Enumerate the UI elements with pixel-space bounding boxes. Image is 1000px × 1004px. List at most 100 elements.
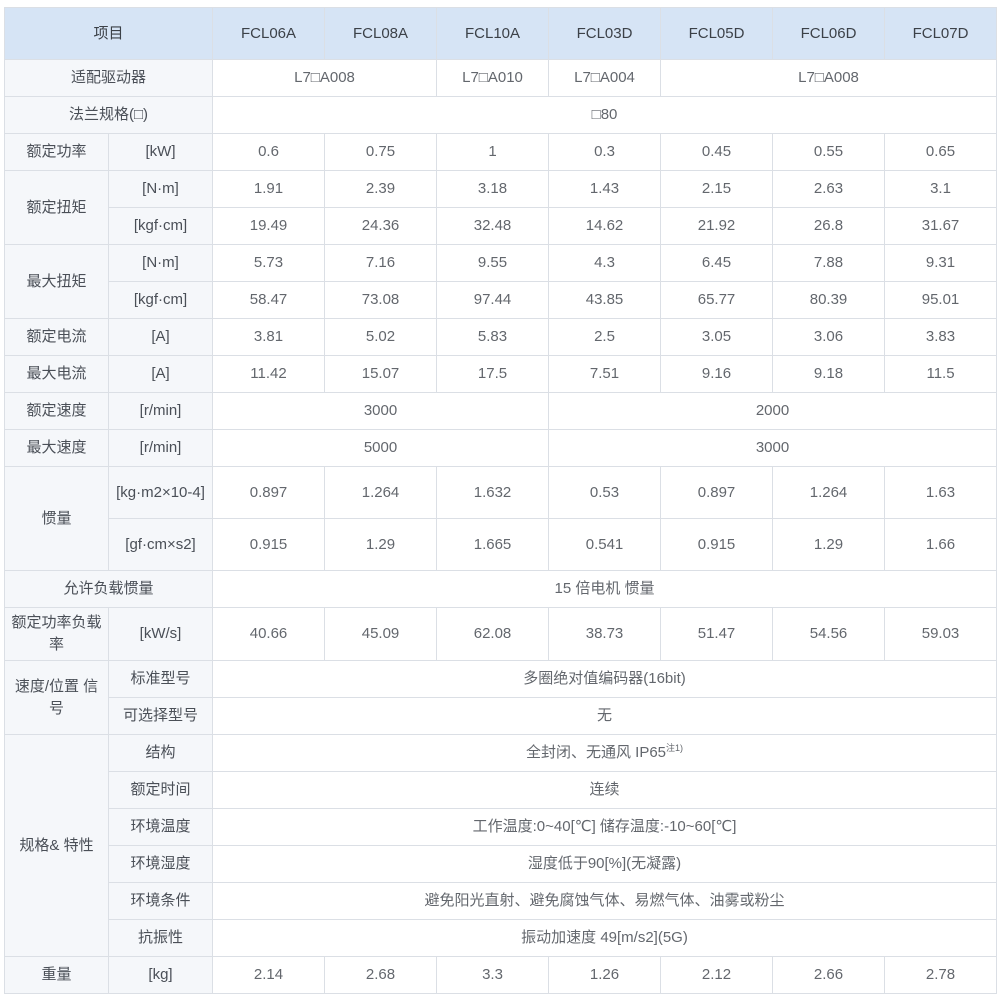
value-cell: 0.897 [212,466,326,519]
row-label: 惯量 [4,466,109,571]
value-cell: 11.42 [212,355,326,393]
spec-table-container: 项目 FCL06A FCL08A FCL10A FCL03D FCL05D FCL06D FC… [3,7,998,994]
value-cell: 连续 [212,771,998,809]
table-row: 适配驱动器 L7□A008 L7□A010 L7□A004 L7□A008 [3,59,998,97]
value-cell: 0.915 [660,518,774,571]
value-cell: 7.51 [548,355,662,393]
table-row: 法兰规格(□) □80 [3,96,998,134]
value-cell: 避免阳光直射、避免腐蚀气体、易燃气体、油雾或粉尘 [212,882,998,920]
value-cell: 1.264 [324,466,438,519]
table-body: 适配驱动器 L7□A008 L7□A010 L7□A004 L7□A008 法兰规格(□)… [3,59,998,994]
value-cell: 3.83 [884,318,998,356]
value-cell: 工作温度:0~40[℃] 储存温度:-10~60[℃] [212,808,998,846]
value-cell: 15 倍电机 惯量 [212,570,998,608]
value-cell: 0.53 [548,466,662,519]
value-cell: L7□A004 [548,59,662,97]
table-row: 环境条件 避免阳光直射、避免腐蚀气体、易燃气体、油雾或粉尘 [5,882,998,920]
value-cell: 43.85 [548,281,662,319]
value-cell: 3.18 [436,170,550,208]
value-cell: 11.5 [884,355,998,393]
column-header: FCL05D [660,7,774,60]
value-cell: 1.66 [884,518,998,571]
value-cell: 3000 [212,392,550,430]
row-sublabel: 标准型号 [107,660,214,698]
value-cell: 0.6 [212,133,326,171]
value-cell: 65.77 [660,281,774,319]
header-row: 项目 FCL06A FCL08A FCL10A FCL03D FCL05D FCL06D FC… [3,7,998,60]
value-cell: 45.09 [324,607,438,661]
value-cell: 9.31 [884,244,998,282]
value-cell: 1.26 [548,956,662,994]
table-row: [gf·cm×s2] 0.915 1.29 1.665 0.541 0.915 1.29 1.… [5,518,998,571]
table-row: 重量 [kg] 2.14 2.68 3.3 1.26 2.12 2.66 2.78 [4,956,998,994]
value-cell: 95.01 [884,281,998,319]
value-cell: 5000 [212,429,550,467]
column-header: FCL08A [324,7,438,60]
value-cell: 54.56 [772,607,886,661]
value-cell: 2.78 [884,956,998,994]
value-cell: 40.66 [212,607,326,661]
row-label: 额定速度 [4,392,109,430]
row-label: 适配驱动器 [3,59,214,97]
row-label: 额定功率负载率 [4,607,109,661]
value-cell: 7.16 [324,244,438,282]
value-cell: 1.665 [436,518,550,571]
value-cell: 多圈绝对值编码器(16bit) [212,660,998,698]
value-cell: 80.39 [772,281,886,319]
row-label: 速度/位置 信号 [4,660,109,735]
value-cell: 全封闭、无通风 IP65注1) [212,734,998,772]
value-cell: 51.47 [660,607,774,661]
value-cell: 2.63 [772,170,886,208]
value-cell: 湿度低于90[%](无凝露) [212,845,998,883]
footnote-marker: 注1) [666,743,684,754]
row-sublabel: [r/min] [107,392,214,430]
row-sublabel: 抗振性 [107,919,214,957]
table-row: 惯量 [kg·m2×10-4] 0.897 1.264 1.632 0.53 0.897 1.… [4,466,998,571]
table-row: 抗振性 振动加速度 49[m/s2](5G) [5,919,998,957]
row-sublabel: 可选择型号 [107,697,214,735]
value-cell: 6.45 [660,244,774,282]
column-header: FCL06D [772,7,886,60]
row-sublabel: [A] [107,318,214,356]
value-cell: 3.05 [660,318,774,356]
table-header: 项目 FCL06A FCL08A FCL10A FCL03D FCL05D FCL06D FC… [3,7,998,60]
value-cell: 1.63 [884,466,998,519]
table-row: 最大电流 [A] 11.42 15.07 17.5 7.51 9.16 9.18 11.5 [4,355,998,393]
value-cell: 9.16 [660,355,774,393]
column-header: FCL10A [436,7,550,60]
table-row: 最大扭矩 [N·m] 5.73 7.16 9.55 4.3 6.45 7.88 9.31 [4,244,998,319]
table-row: [kgf·cm] 58.47 73.08 97.44 43.85 65.77 80.39 95… [5,281,998,319]
value-cell: 3.81 [212,318,326,356]
table-row: [kgf·cm] 19.49 24.36 32.48 14.62 21.92 26.8 31.… [5,207,998,245]
value-cell: L7□A010 [436,59,550,97]
value-cell: 9.18 [772,355,886,393]
value-cell: 2.66 [772,956,886,994]
table-row: 额定功率负载率 [kW/s] 40.66 45.09 62.08 38.73 51.47 54… [4,607,998,661]
value-cell: L7□A008 [212,59,438,97]
value-cell: 19.49 [212,207,326,245]
value-cell: 3.06 [772,318,886,356]
row-label: 最大电流 [4,355,109,393]
value-cell: 7.88 [772,244,886,282]
value-cell: 3.3 [436,956,550,994]
value-cell: 2000 [548,392,998,430]
value-cell: 62.08 [436,607,550,661]
value-cell: 0.45 [660,133,774,171]
value-cell: 0.897 [660,466,774,519]
value-cell: 1 [436,133,550,171]
row-sublabel: 环境条件 [107,882,214,920]
value-cell: 21.92 [660,207,774,245]
row-label: 重量 [4,956,109,994]
value-cell: 58.47 [212,281,326,319]
value-cell: 0.65 [884,133,998,171]
column-header: FCL03D [548,7,662,60]
value-cell: 2.5 [548,318,662,356]
row-sublabel: [A] [107,355,214,393]
row-label: 最大扭矩 [4,244,109,319]
value-cell: 1.91 [212,170,326,208]
value-cell: 1.43 [548,170,662,208]
table-row: 额定功率 [kW] 0.6 0.75 1 0.3 0.45 0.55 0.65 [4,133,998,171]
row-sublabel: [r/min] [107,429,214,467]
row-sublabel: [gf·cm×s2] [107,518,214,571]
row-label: 额定电流 [4,318,109,356]
